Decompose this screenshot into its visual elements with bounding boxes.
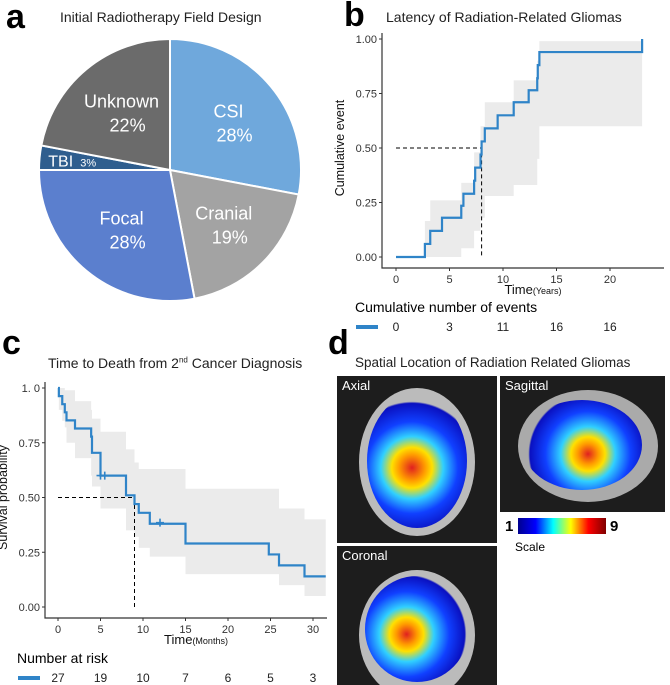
confidence-band: [396, 41, 643, 258]
y-tick-label: 1.00: [356, 34, 377, 46]
x-tick-label: 0: [55, 624, 61, 636]
table-value: 3: [446, 320, 453, 334]
pie-pct: 28%: [110, 233, 146, 253]
x-axis-label: Time(Years): [504, 282, 561, 297]
spatial-title: Spatial Location of Radiation Related Gl…: [355, 355, 631, 370]
axes: [44, 382, 327, 619]
y-tick-label: 0.00: [356, 252, 377, 264]
latency-title: Latency of Radiation-Related Gliomas: [386, 9, 622, 25]
y-tick-label: 0.25: [19, 547, 40, 559]
table-value: 3: [310, 671, 317, 685]
pie-slice-csi: [169, 37, 302, 196]
table-value: 0: [393, 320, 400, 334]
y-axis-label: Survival probability: [0, 444, 10, 550]
table-value: 19: [94, 671, 108, 685]
axial-label: Axial: [342, 378, 371, 393]
y-tick-label: 0.50: [19, 493, 40, 505]
x-tick-label: 15: [550, 274, 562, 286]
pie-title: Initial Radiotherapy Field Design: [60, 9, 262, 25]
table-value: 16: [603, 320, 617, 334]
panel-label-d: d: [328, 324, 349, 362]
pie-pct: 3%: [80, 157, 96, 169]
pie-label: Unknown: [84, 91, 159, 111]
sagittal-view: Sagittal: [500, 376, 665, 512]
y-tick-label: 0.50: [356, 143, 377, 155]
y-tick-label: 0.75: [356, 89, 377, 101]
median-line: [58, 497, 135, 607]
scale-min: 1: [505, 518, 514, 535]
pie-pct: 22%: [110, 115, 146, 135]
risk-table-title: Number at risk: [17, 650, 109, 666]
x-tick-label: 20: [222, 624, 234, 636]
x-tick-label: 10: [137, 624, 149, 636]
x-axis-label: Time(Months): [164, 632, 228, 647]
x-tick-label: 5: [97, 624, 103, 636]
x-axis-unit: (Months): [192, 636, 228, 646]
y-axis-label: Cumulative event: [333, 99, 347, 196]
pie-label: CSI: [214, 102, 244, 122]
events-table-title: Cumulative number of events: [355, 299, 538, 315]
x-tick-label: 30: [307, 624, 319, 636]
x-tick-label: 5: [446, 274, 452, 286]
pie-slice-unknown: [40, 37, 171, 172]
axial-view: Axial: [337, 376, 497, 543]
pie-slice-focal: [37, 169, 196, 302]
sagittal-label: Sagittal: [505, 378, 549, 393]
scale-label: Scale: [515, 540, 546, 554]
table-value: 5: [267, 671, 274, 685]
coronal-view: Coronal: [337, 546, 497, 685]
y-tick-label: 0.00: [19, 602, 40, 614]
table-value: 27: [51, 671, 65, 685]
censor-mark: [156, 518, 164, 527]
x-tick-label: 15: [179, 624, 191, 636]
panel-label-a: a: [6, 0, 25, 36]
pie-label: Focal: [100, 209, 144, 229]
x-tick-label: 10: [497, 274, 509, 286]
panel-label-c: c: [2, 324, 21, 362]
pie-label: Cranial: [195, 204, 252, 224]
x-tick-label: 25: [264, 624, 276, 636]
coronal-label: Coronal: [342, 548, 388, 563]
x-tick-label: 0: [393, 274, 399, 286]
x-tick-label: 20: [604, 274, 616, 286]
pie-label: TBI: [48, 153, 73, 170]
panel-label-b: b: [344, 0, 365, 34]
step-curve: [396, 39, 644, 259]
table-value: 6: [225, 671, 232, 685]
pie-pct: 28%: [217, 126, 253, 146]
table-value: 7: [182, 671, 189, 685]
axes: [381, 33, 664, 269]
pie-slice-cranial: [168, 168, 300, 300]
table-value: 11: [497, 320, 510, 334]
x-axis-unit: (Years): [533, 286, 562, 296]
survival-title: Time to Death from 2nd Cancer Diagnosis: [48, 355, 303, 371]
y-tick-label: 0.25: [356, 198, 377, 210]
pie-pct: 19%: [212, 228, 248, 248]
censor-mark: [100, 471, 109, 480]
table-value: 16: [550, 320, 564, 334]
scale-max: 9: [610, 518, 619, 535]
step-curve: [57, 386, 326, 578]
color-scale-bar: [518, 518, 606, 534]
y-tick-label: 0.75: [19, 438, 40, 450]
table-value: 10: [136, 671, 150, 685]
y-tick-label: 1. 0: [22, 383, 40, 395]
